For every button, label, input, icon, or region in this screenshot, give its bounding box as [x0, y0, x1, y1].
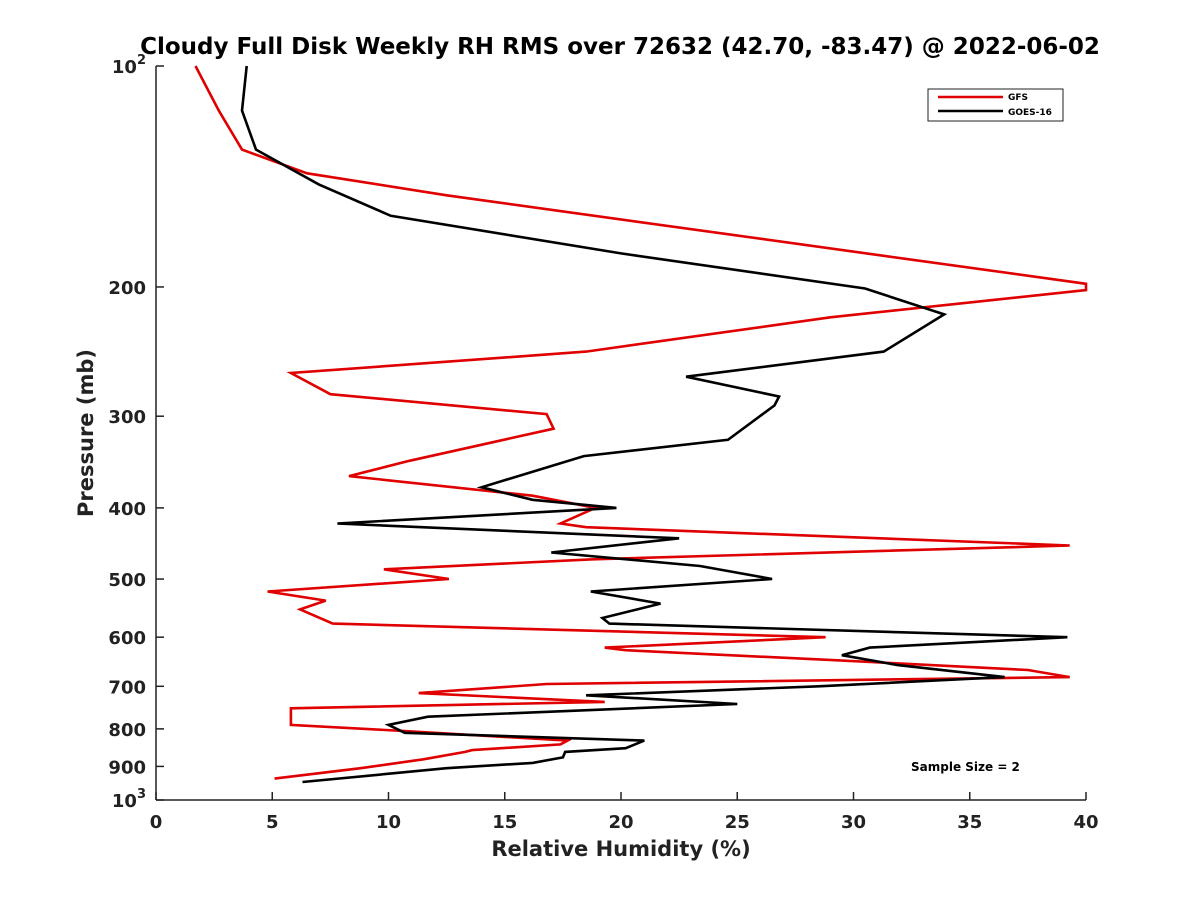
y-tick-label: 400	[108, 499, 146, 520]
y-tick-label: 600	[108, 628, 146, 649]
sample-size-annotation: Sample Size = 2	[911, 760, 1020, 774]
series-line-goes16	[240, 65, 1068, 784]
x-ticks: 0 5 10 15 20 25 30 35 40	[150, 792, 1099, 833]
y-tick-label: 500	[108, 570, 146, 591]
y-tick-label: 103	[112, 787, 146, 812]
y-tick-label: 200	[108, 278, 146, 299]
x-tick-label: 15	[492, 812, 517, 833]
x-tick-label: 40	[1073, 812, 1098, 833]
y-tick-label: 300	[108, 407, 146, 428]
y-axis-label: Pressure (mb)	[74, 349, 98, 517]
x-tick-label: 20	[608, 812, 633, 833]
plot-frame	[156, 66, 1086, 800]
plot-area	[155, 66, 1086, 801]
x-tick-label: 10	[376, 812, 401, 833]
legend-box	[927, 88, 1064, 122]
legend: GFS GOES-16	[927, 88, 1064, 122]
series-line-gfs	[194, 65, 1088, 780]
x-tick-label: 0	[150, 812, 163, 833]
x-tick-label: 25	[725, 812, 750, 833]
y-ticks: 102 200 300 400 500 600 700 800 900 103	[108, 53, 164, 812]
y-tick-label: 102	[112, 53, 146, 78]
y-tick-label: 800	[108, 720, 146, 741]
series-layer	[194, 65, 1088, 784]
legend-label-gfs: GFS	[1008, 93, 1028, 103]
y-tick-label: 700	[108, 677, 146, 698]
x-tick-label: 30	[841, 812, 866, 833]
x-tick-label: 35	[957, 812, 982, 833]
x-axis-label: Relative Humidity (%)	[491, 837, 750, 861]
chart-title: Cloudy Full Disk Weekly RH RMS over 7263…	[140, 34, 1100, 60]
legend-label-goes16: GOES-16	[1008, 108, 1052, 118]
y-tick-label: 900	[108, 757, 146, 778]
x-tick-label: 5	[266, 812, 279, 833]
